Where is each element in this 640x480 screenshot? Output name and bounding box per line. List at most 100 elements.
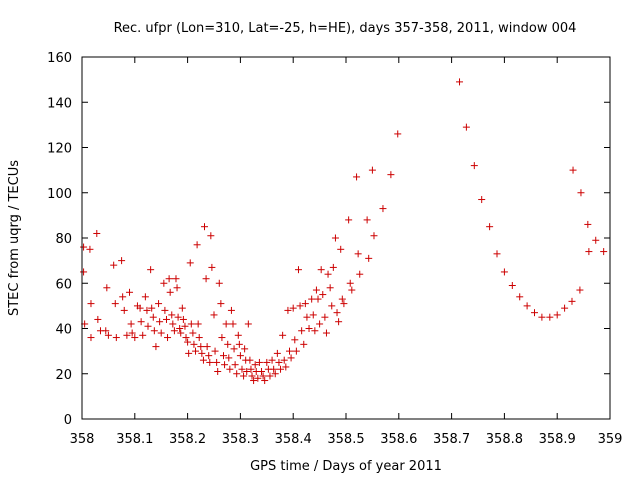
data-point <box>282 363 290 371</box>
data-point <box>258 367 266 375</box>
data-point <box>592 236 600 244</box>
data-point <box>229 320 237 328</box>
data-point <box>576 286 584 294</box>
data-point <box>173 284 181 292</box>
data-point <box>203 343 211 351</box>
data-point <box>280 356 288 364</box>
data-point <box>530 309 538 317</box>
y-tick-label: 140 <box>47 96 72 111</box>
data-point <box>255 358 263 366</box>
data-point <box>500 268 508 276</box>
data-point <box>317 266 325 274</box>
data-point <box>456 78 464 86</box>
data-point <box>314 295 322 303</box>
chart-title: Rec. ufpr (Lon=310, Lat=-25, h=HE), days… <box>114 21 577 36</box>
data-point <box>226 365 234 373</box>
data-point <box>250 377 258 385</box>
data-point <box>584 220 592 228</box>
data-point <box>127 320 135 328</box>
data-point <box>277 365 285 373</box>
data-point <box>161 306 169 314</box>
data-point <box>259 372 267 380</box>
x-tick-label: 358.3 <box>222 432 259 447</box>
data-point <box>308 295 316 303</box>
data-point <box>207 232 215 240</box>
data-point <box>214 367 222 375</box>
data-point <box>326 284 334 292</box>
data-point <box>561 304 569 312</box>
data-point <box>227 306 235 314</box>
data-point <box>331 234 339 242</box>
axis-ticks: 358 358.1 358.2 358.3 358.4 358.5 358.6 358.7 35… <box>47 51 622 447</box>
data-point <box>289 304 297 312</box>
y-tick-label: 40 <box>55 323 72 338</box>
data-point <box>553 311 561 319</box>
data-point <box>346 279 354 287</box>
data-point <box>186 259 194 267</box>
data-point <box>152 343 160 351</box>
data-point <box>243 367 251 375</box>
data-point <box>120 306 128 314</box>
data-point <box>195 334 203 342</box>
data-point <box>270 365 278 373</box>
data-point <box>538 313 546 321</box>
data-point <box>176 325 184 332</box>
data-point <box>523 302 531 310</box>
data-point <box>235 340 243 348</box>
data-point <box>569 166 577 174</box>
data-point <box>148 304 156 312</box>
data-point <box>234 331 242 339</box>
data-point <box>110 261 118 269</box>
y-axis-label: STEC from uqrg / TECUs <box>7 160 22 316</box>
x-tick-label: 358.9 <box>539 432 576 447</box>
data-point <box>236 352 244 360</box>
data-point <box>233 370 241 378</box>
data-point <box>301 300 309 308</box>
data-point <box>363 216 371 224</box>
y-tick-label: 20 <box>55 368 72 383</box>
y-tick-label: 120 <box>47 142 72 157</box>
data-point <box>164 334 172 342</box>
x-tick-label: 358.7 <box>433 432 470 447</box>
data-point <box>217 300 225 308</box>
data-point <box>324 270 332 278</box>
data-point <box>368 166 376 174</box>
data-point <box>238 365 246 373</box>
data-point <box>303 313 311 321</box>
data-point <box>118 257 126 265</box>
data-point <box>111 300 119 308</box>
data-point <box>333 309 341 317</box>
data-point <box>251 361 259 369</box>
data-point <box>516 293 524 301</box>
data-point <box>181 322 189 330</box>
data-point <box>169 320 177 328</box>
data-point <box>189 329 197 337</box>
x-tick-label: 358.4 <box>275 432 312 447</box>
x-tick-label: 358.6 <box>380 432 417 447</box>
x-tick-label: 358.5 <box>327 432 364 447</box>
data-point <box>211 347 219 355</box>
x-tick-label: 358.1 <box>116 432 153 447</box>
data-points <box>80 78 608 385</box>
data-point <box>508 282 516 290</box>
data-point <box>292 347 300 355</box>
data-point <box>185 349 193 357</box>
data-point <box>190 340 198 348</box>
data-point <box>294 266 302 274</box>
data-point <box>266 372 274 380</box>
data-point <box>338 295 346 303</box>
data-point <box>225 354 233 362</box>
data-point <box>141 293 149 301</box>
data-point <box>128 329 136 337</box>
data-point <box>246 356 254 364</box>
data-point <box>103 284 111 292</box>
data-point <box>205 352 213 360</box>
data-point <box>192 347 200 355</box>
data-point <box>273 349 281 357</box>
data-point <box>187 320 195 328</box>
data-point <box>568 297 576 305</box>
x-tick-label: 358 <box>70 432 95 447</box>
data-point <box>213 358 221 366</box>
data-point <box>300 340 308 348</box>
data-point <box>296 302 304 310</box>
